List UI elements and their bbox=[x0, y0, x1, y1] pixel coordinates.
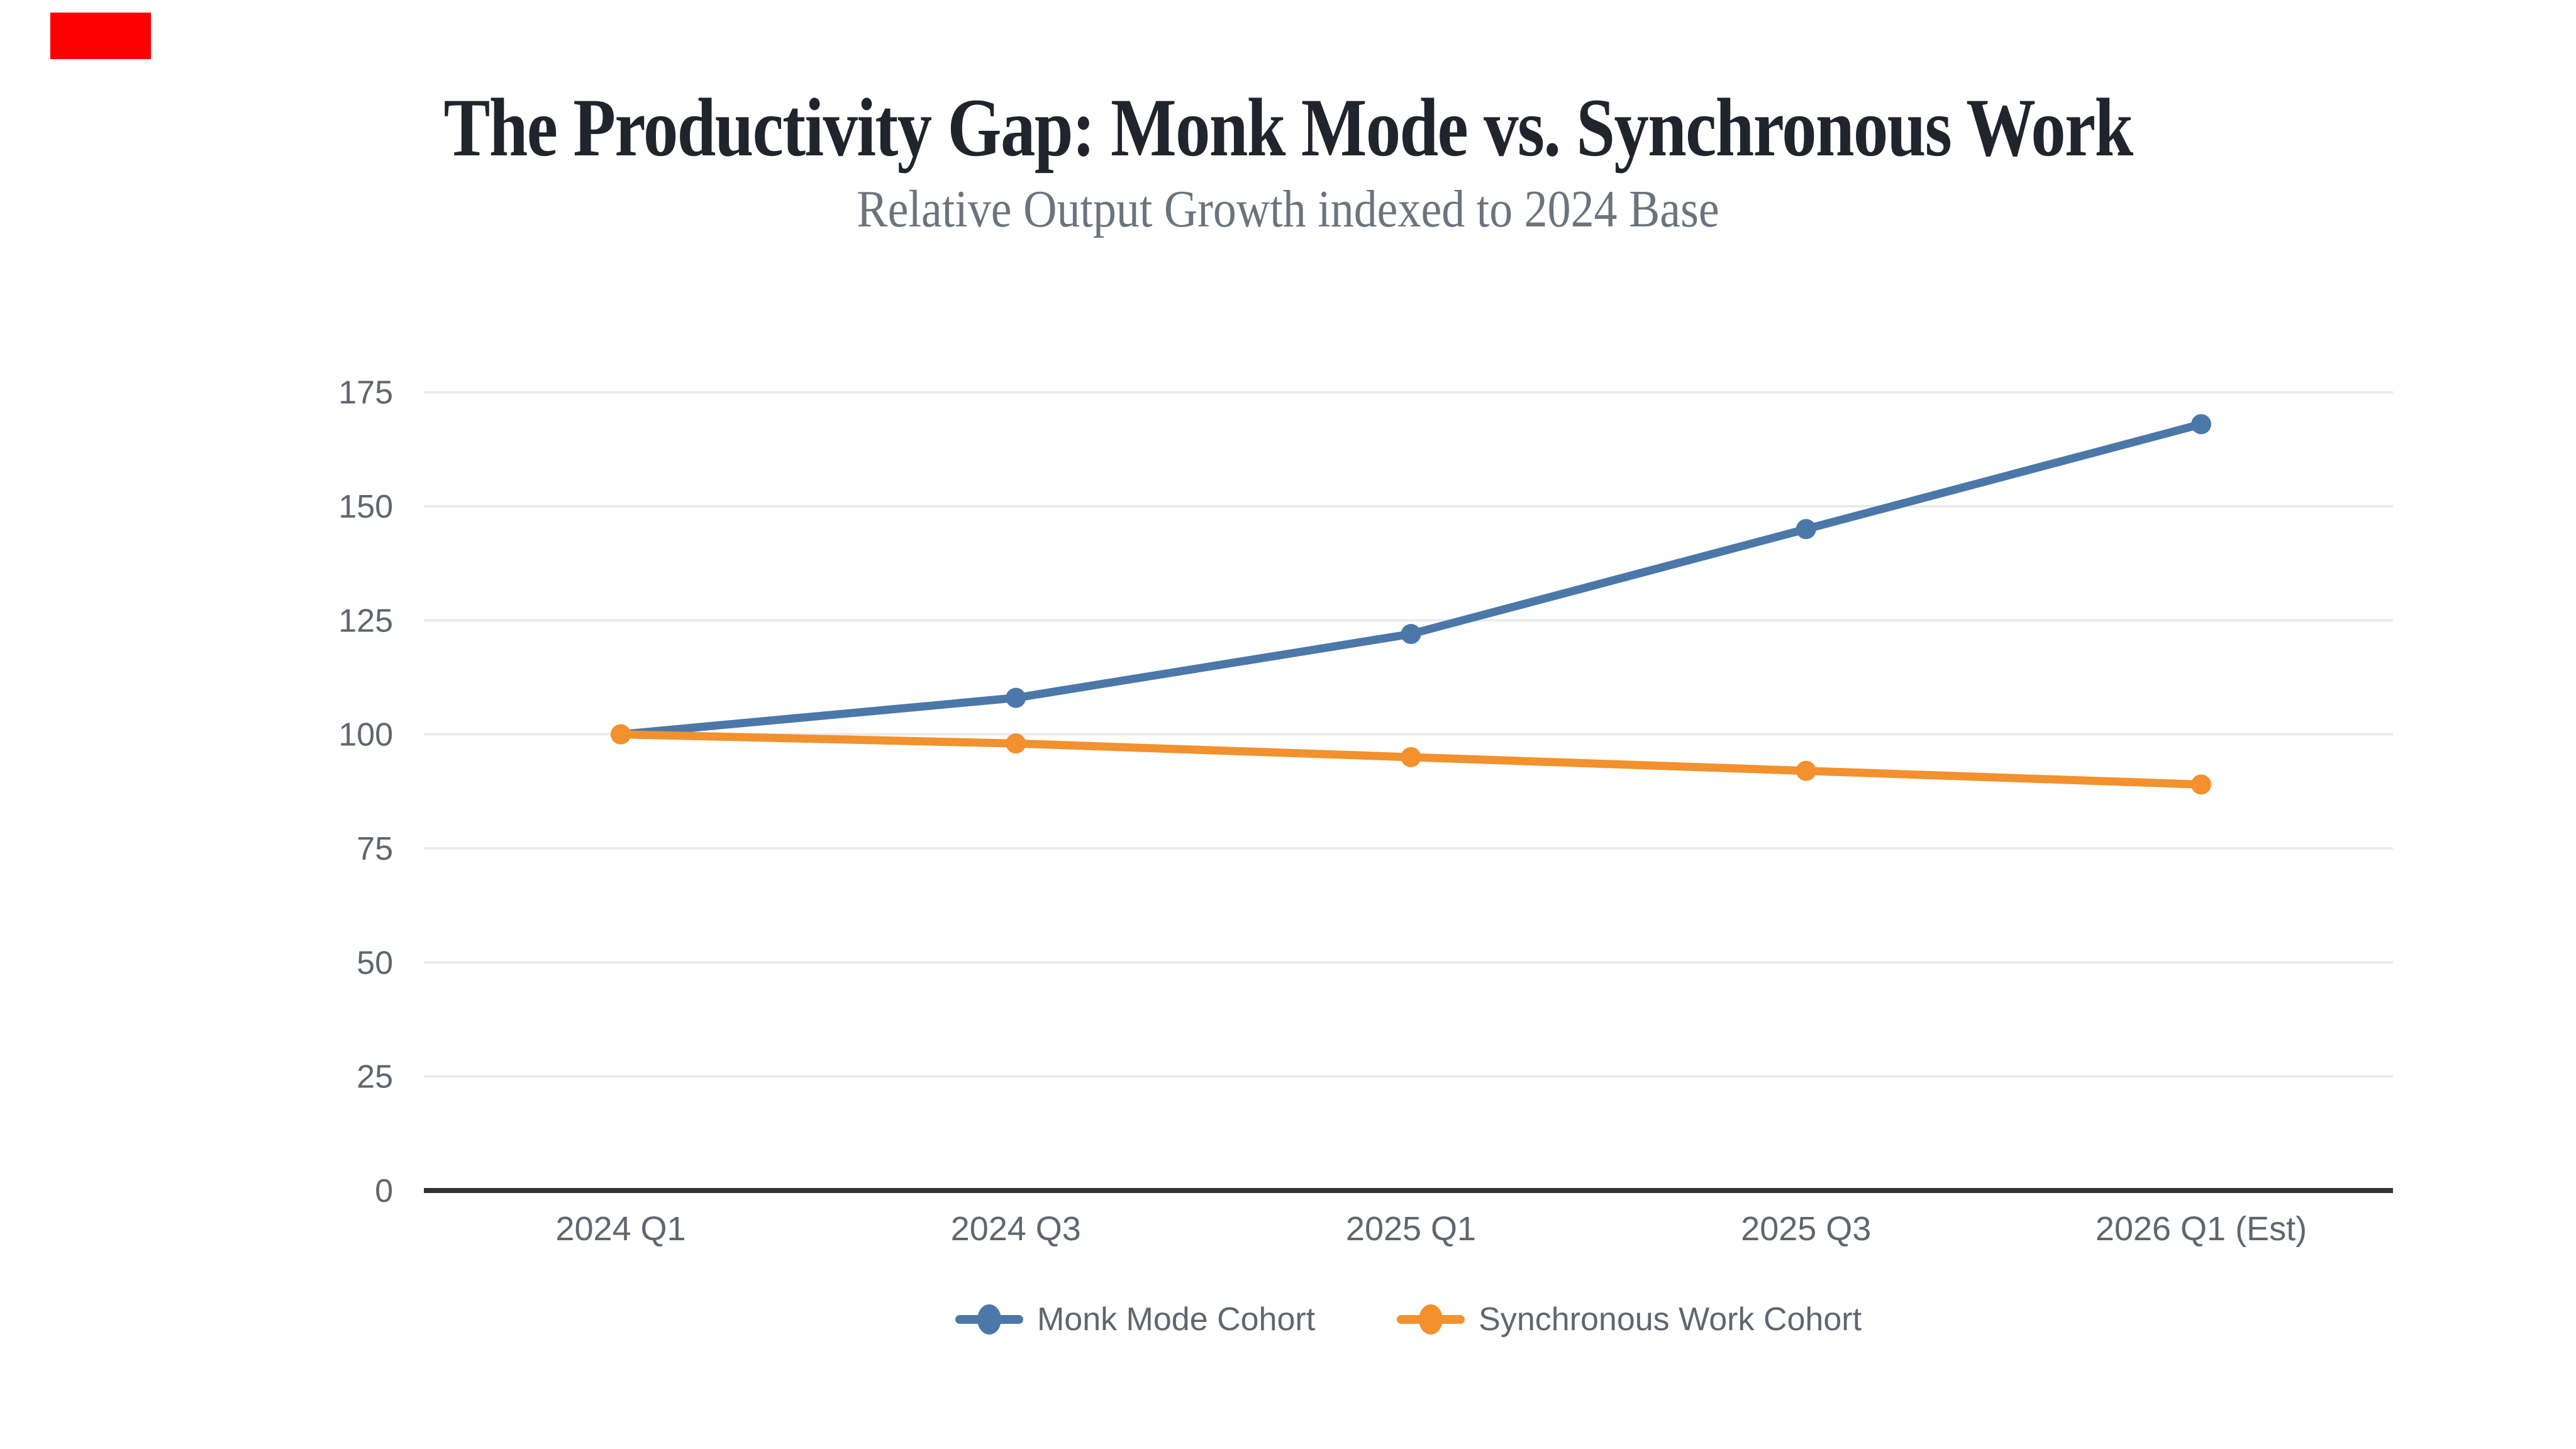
legend-dot bbox=[1419, 1304, 1443, 1335]
legend-line-dot-icon bbox=[1397, 1303, 1465, 1336]
x-axis-tick-label: 2026 Q1 (Est) bbox=[2096, 1210, 2307, 1248]
y-axis-tick-label: 150 bbox=[338, 489, 393, 525]
x-axis-tick-label: 2024 Q1 bbox=[555, 1210, 686, 1248]
series-line bbox=[616, 419, 2206, 739]
data-point[interactable] bbox=[1796, 519, 1816, 540]
y-axis-tick-label: 100 bbox=[338, 717, 393, 753]
y-axis-tick-label: 25 bbox=[357, 1059, 393, 1096]
legend-item[interactable]: Monk Mode Cohort bbox=[955, 1301, 1315, 1338]
chart-legend: Monk Mode Cohort Synchronous Work Cohort bbox=[424, 1294, 2393, 1345]
legend-line-dot-icon bbox=[955, 1303, 1023, 1336]
data-point[interactable] bbox=[1006, 733, 1026, 754]
data-point[interactable] bbox=[1006, 687, 1026, 708]
recording-indicator bbox=[50, 13, 151, 59]
legend-dot bbox=[977, 1304, 1001, 1335]
legend-item[interactable]: Synchronous Work Cohort bbox=[1397, 1301, 1862, 1338]
y-axis-tick-label: 50 bbox=[357, 945, 393, 981]
data-point[interactable] bbox=[2191, 774, 2211, 795]
legend-label: Synchronous Work Cohort bbox=[1479, 1301, 1862, 1338]
data-point[interactable] bbox=[1796, 760, 1816, 781]
y-axis-tick-label: 175 bbox=[338, 375, 393, 411]
x-axis-tick-label: 2025 Q1 bbox=[1346, 1210, 1476, 1248]
chart-subtitle: Relative Output Growth indexed to 2024 B… bbox=[857, 180, 1719, 238]
legend-label: Monk Mode Cohort bbox=[1036, 1301, 1316, 1338]
data-point[interactable] bbox=[1401, 747, 1421, 767]
chart-title: The Productivity Gap: Monk Mode vs. Sync… bbox=[443, 81, 2133, 174]
y-axis-tick-label: 75 bbox=[357, 831, 393, 867]
data-point[interactable] bbox=[1401, 624, 1421, 645]
data-point[interactable] bbox=[611, 724, 631, 745]
x-axis-tick-label: 2024 Q3 bbox=[951, 1210, 1081, 1248]
data-point[interactable] bbox=[2191, 414, 2211, 435]
x-axis-tick-label: 2025 Q3 bbox=[1741, 1210, 1871, 1248]
y-axis-tick-label: 0 bbox=[375, 1173, 393, 1209]
y-axis-tick-label: 125 bbox=[338, 602, 393, 639]
